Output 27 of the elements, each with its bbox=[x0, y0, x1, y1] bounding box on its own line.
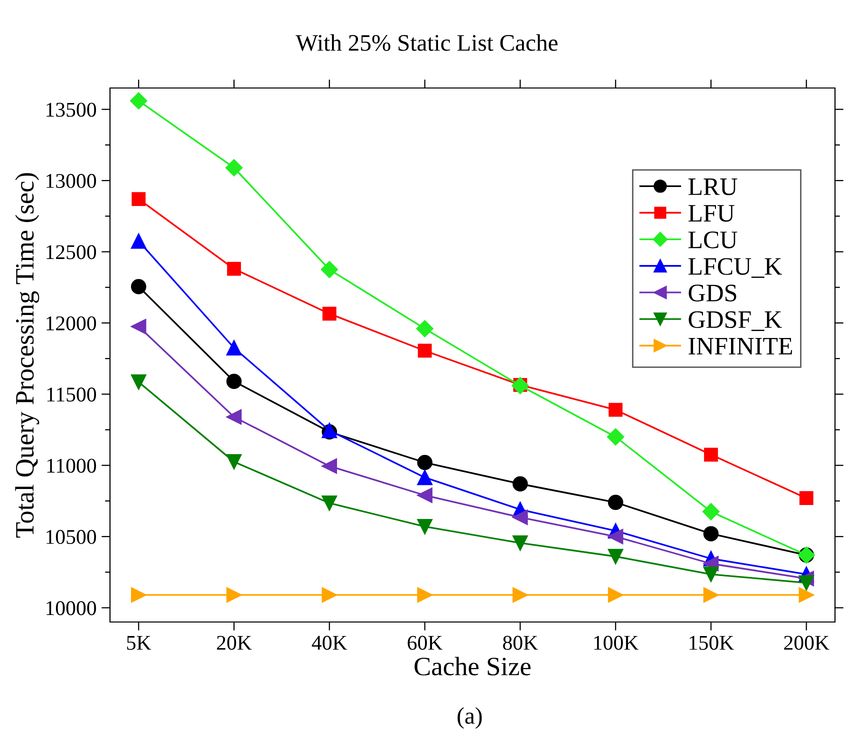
x-tick-label: 5K bbox=[127, 636, 152, 650]
x-tick-label: 40K bbox=[312, 636, 348, 650]
legend-label: LFU bbox=[688, 205, 734, 222]
text: (a) bbox=[458, 707, 482, 729]
legend-label: LRU bbox=[688, 178, 738, 196]
y-tick-label: 12500 bbox=[46, 245, 96, 260]
y-tick-label: 13500 bbox=[46, 102, 96, 117]
x-tick-label: 80K bbox=[503, 636, 538, 650]
x-tick-label: 150K bbox=[690, 636, 734, 650]
y-axis-title: Total Query Processing Time (sec) bbox=[15, 173, 40, 538]
y-tick-label: 10500 bbox=[46, 530, 96, 544]
y-tick-label: 10000 bbox=[46, 601, 96, 616]
chart-title: With 25% Static List Cache bbox=[296, 34, 558, 52]
legend-label: GDS bbox=[688, 284, 736, 302]
x-tick-label: 100K bbox=[594, 636, 639, 650]
x-tick-label: 60K bbox=[408, 636, 443, 650]
x-tick-label: 200K bbox=[784, 636, 830, 650]
legend-label: LCU bbox=[688, 232, 738, 248]
legend-label: INFINITE bbox=[688, 338, 792, 354]
x-axis-title: Cache Size bbox=[414, 656, 531, 676]
x-tick-label: 20K bbox=[216, 636, 252, 650]
legend-label: LFCU_K bbox=[688, 258, 782, 278]
y-tick-label: 11000 bbox=[47, 458, 96, 473]
y-tick-label: 12000 bbox=[46, 316, 96, 330]
y-tick-label: 13000 bbox=[46, 174, 96, 188]
legend-label: GDSF_K bbox=[688, 311, 782, 332]
y-tick-label: 11500 bbox=[47, 388, 96, 402]
